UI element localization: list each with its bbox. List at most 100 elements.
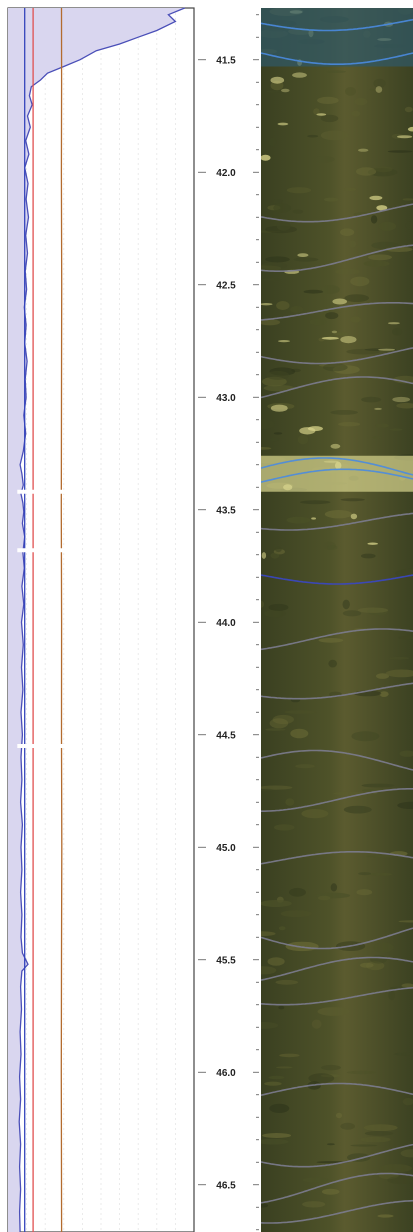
core-texture-speck <box>275 546 282 553</box>
core-bright-speck <box>350 513 358 520</box>
core-texture-speck <box>275 979 299 985</box>
core-texture-speck <box>334 332 349 336</box>
core-texture-speck <box>264 1081 282 1086</box>
series-area-0 <box>8 8 185 1232</box>
core-texture-speck <box>350 1144 378 1147</box>
depth-tick-labels: 41.5 42.0 42.5 43.0 43.5 44.0 44.5 45.0 45.5 46.0… <box>216 55 236 1191</box>
core-texture-speck <box>351 110 361 117</box>
core-texture-speck <box>276 301 290 310</box>
fracture-sinusoid <box>261 18 413 32</box>
core-texture-speck <box>270 552 280 559</box>
core-bright-speck <box>331 330 338 334</box>
core-texture-speck <box>347 240 357 248</box>
fracture-sinusoid <box>261 1082 413 1096</box>
core-texture-speck <box>402 1097 413 1106</box>
core-texture-speck <box>286 187 312 194</box>
core-texture-speck <box>318 637 344 643</box>
core-texture-speck <box>404 106 413 113</box>
core-bright-speck <box>270 76 285 84</box>
fracture-sinusoid <box>261 628 413 651</box>
core-texture-speck <box>325 312 339 320</box>
core-texture-speck <box>308 1073 335 1084</box>
core-texture-speck <box>368 254 392 261</box>
core-texture-speck <box>323 541 336 550</box>
core-texture-speck <box>318 895 331 901</box>
core-texture-speck <box>362 789 378 792</box>
core-bright-speck <box>376 205 388 211</box>
core-image-track <box>261 8 413 1232</box>
core-texture-speck <box>261 1138 289 1145</box>
core-texture-speck <box>261 788 273 792</box>
core-texture-speck <box>268 1075 285 1080</box>
core-bright-speck <box>397 135 413 139</box>
depth-tick-label: 45.0 <box>216 843 236 854</box>
core-texture-speck <box>345 87 356 96</box>
core-texture-speck <box>363 1124 398 1132</box>
core-texture-speck <box>273 432 283 435</box>
core-texture-speck <box>261 319 281 326</box>
core-texture-speck <box>278 926 286 931</box>
core-texture-speck <box>370 955 387 964</box>
core-texture-speck <box>269 1103 290 1113</box>
core-bright-speck <box>270 404 288 412</box>
core-bright-speck <box>292 72 307 78</box>
core-texture-speck <box>317 96 339 104</box>
core-texture-speck <box>290 306 304 313</box>
core-texture-speck <box>311 1019 322 1029</box>
core-texture-speck <box>268 137 277 147</box>
fracture-sinusoid <box>261 468 413 483</box>
depth-axis: 41.5 42.0 42.5 43.0 43.5 44.0 44.5 45.0 45.5 46.0… <box>198 14 259 1231</box>
core-texture-speck <box>311 631 325 636</box>
core-texture-speck <box>350 316 361 323</box>
core-texture-speck <box>269 718 289 729</box>
depth-tick-label: 46.5 <box>216 1180 236 1191</box>
core-texture-speck <box>385 669 413 678</box>
core-texture-speck <box>402 198 413 201</box>
core-texture-speck <box>266 370 290 380</box>
core-texture-speck <box>361 783 395 788</box>
core-texture-speck <box>324 510 353 519</box>
core-texture-speck <box>274 824 295 831</box>
core-texture-speck <box>405 221 413 230</box>
core-bright-speck <box>281 88 290 93</box>
core-bright-speck <box>407 126 413 132</box>
core-texture-speck <box>300 500 331 505</box>
core-texture-speck <box>321 285 340 294</box>
core-texture-speck <box>328 659 338 668</box>
log-track-series <box>8 7 185 1232</box>
core-bright-speck <box>367 542 379 545</box>
core-bright-speck <box>297 253 309 257</box>
core-texture-speck <box>302 1177 329 1183</box>
core-texture-speck <box>393 1052 413 1056</box>
core-texture-speck <box>293 257 319 262</box>
core-texture-speck <box>340 228 355 236</box>
depth-tick-label: 44.5 <box>216 730 236 741</box>
core-bright-speck <box>332 298 348 305</box>
core-texture-speck <box>264 609 286 618</box>
core-texture-speck <box>369 88 384 91</box>
core-texture-speck <box>327 545 338 550</box>
core-texture-speck <box>379 691 389 697</box>
core-bright-speck <box>321 336 339 340</box>
core-texture-speck <box>400 1149 413 1158</box>
core-texture-speck <box>371 241 399 250</box>
core-texture-speck <box>396 402 413 409</box>
core-texture-speck <box>267 957 285 966</box>
core-texture-speck <box>307 134 319 138</box>
core-texture-speck <box>356 167 377 176</box>
core-texture-speck <box>376 673 389 679</box>
fracture-sinusoid <box>261 1143 413 1168</box>
core-texture-speck <box>338 422 361 427</box>
core-texture-speck <box>309 318 327 326</box>
core-texture-speck <box>261 785 293 790</box>
core-texture-speck <box>330 410 359 415</box>
core-texture-speck <box>261 265 282 271</box>
core-texture-speck <box>375 423 389 428</box>
fracture-sinusoid <box>261 574 413 585</box>
core-texture-speck <box>265 728 286 731</box>
core-texture-speck <box>372 436 382 439</box>
core-texture-speck <box>330 883 338 892</box>
core-texture-speck <box>360 962 374 968</box>
core-texture-speck <box>261 262 288 270</box>
